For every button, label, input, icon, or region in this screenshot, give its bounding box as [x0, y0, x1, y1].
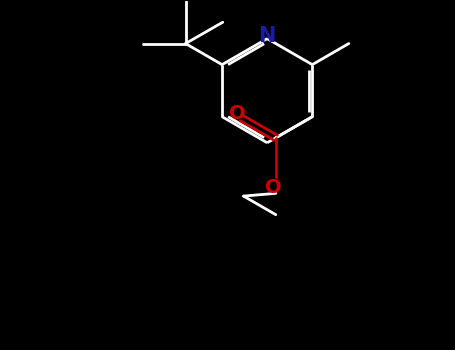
- Text: O: O: [229, 105, 246, 124]
- Text: N: N: [258, 26, 276, 46]
- Text: O: O: [265, 178, 282, 197]
